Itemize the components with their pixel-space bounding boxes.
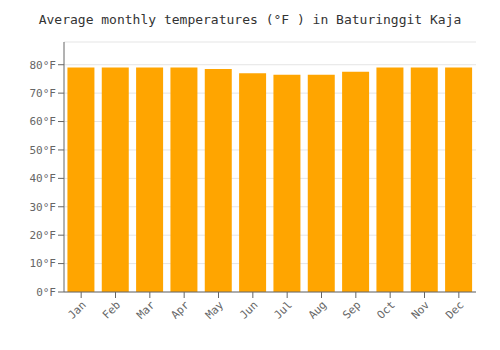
svg-text:Sep: Sep	[340, 298, 363, 321]
svg-text:Nov: Nov	[409, 298, 433, 322]
svg-text:Apr: Apr	[169, 298, 193, 322]
svg-text:30°F: 30°F	[30, 201, 57, 214]
svg-text:May: May	[203, 298, 227, 322]
svg-text:Feb: Feb	[100, 298, 123, 321]
html-text:Average monthly temperatures (: Average monthly temperatures (°F ) in Ba…	[38, 12, 462, 27]
svg-text:Aug: Aug	[306, 298, 329, 321]
svg-text:20°F: 20°F	[30, 229, 57, 242]
svg-text:Jun: Jun	[237, 298, 260, 321]
svg-text:Mar: Mar	[134, 298, 158, 322]
svg-text:Jul: Jul	[272, 298, 295, 321]
svg-text:40°F: 40°F	[30, 172, 57, 185]
svg-text:50°F: 50°F	[30, 144, 57, 157]
svg-text:Dec: Dec	[443, 298, 466, 321]
svg-text:70°F: 70°F	[30, 87, 57, 100]
svg-text:60°F: 60°F	[30, 115, 57, 128]
svg-text:Oct: Oct	[375, 298, 398, 321]
svg-text:10°F: 10°F	[30, 257, 57, 270]
svg-text:Jan: Jan	[66, 298, 89, 321]
svg-text:0°F: 0°F	[36, 286, 56, 299]
svg-text:80°F: 80°F	[30, 59, 57, 72]
